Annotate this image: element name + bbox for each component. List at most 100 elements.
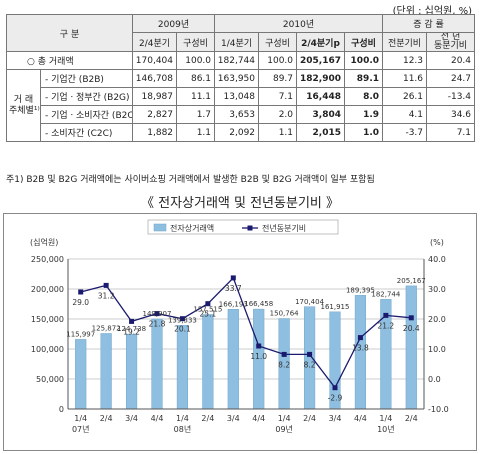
- bar: [176, 325, 189, 410]
- combo-chart: 0 -10.0 50,000 0.0 100,000 10.0 150,000 20.0 200…: [30, 219, 449, 434]
- bar-data-label: 182,744: [371, 290, 400, 298]
- bar: [227, 309, 239, 410]
- group-label-bottom: 주체별¹⁾: [9, 105, 40, 116]
- cell: 7.1: [426, 123, 476, 142]
- cell: 3,653: [214, 105, 260, 124]
- hdr-category: 구 분: [5, 14, 134, 52]
- y-left-axis-label: (십억원): [30, 237, 58, 247]
- summary-table: 구 분 2009년 2010년 증 감 률 2/4분기 구성비 1/4분기 구성…: [5, 14, 476, 142]
- bar-data-label: 161,915: [321, 303, 350, 311]
- footnote: 주1) B2B 및 B2G 거래액에는 사이버쇼핑 거래액에서 발생한 B2B …: [6, 175, 375, 185]
- cell: 11.6: [382, 69, 428, 88]
- line-data-label: 29.0: [72, 298, 89, 307]
- y-right-tick-label: 40.0: [428, 255, 446, 264]
- cell: 2,015: [296, 123, 346, 142]
- cell: 18,987: [132, 87, 178, 106]
- line-point: [332, 385, 338, 391]
- x-tick-label: 2/4: [303, 414, 316, 423]
- line-point: [179, 316, 185, 322]
- cell: 3,804: [296, 105, 346, 124]
- line-point: [281, 351, 287, 357]
- x-tick-label: 2/4: [405, 414, 418, 423]
- line-data-label: 20.4: [403, 324, 420, 333]
- cell: -13.4: [426, 87, 476, 106]
- hdr-2009: 2009년: [132, 14, 216, 33]
- line-point: [408, 315, 414, 321]
- x-year-label: 10년: [377, 424, 395, 434]
- cell: 100.0: [176, 51, 216, 70]
- x-tick-label: 2/4: [100, 414, 113, 423]
- hdr-2010: 2010년: [214, 14, 384, 33]
- line-point: [78, 289, 84, 295]
- bar-data-label: 166,193: [219, 300, 248, 308]
- table-row: - 소비자간 (C2C) 1,882 1.1 2,092 1.1 2,015 1…: [7, 123, 476, 142]
- y-left-tick-label: 250,000: [31, 255, 64, 264]
- bar-data-label: 157,515: [193, 305, 222, 313]
- chart-frame: 0 -10.0 50,000 0.0 100,000 10.0 150,000 20.0 200…: [3, 213, 477, 451]
- bar: [303, 306, 316, 410]
- cell: 7.1: [258, 87, 298, 106]
- cell: 8.0: [344, 87, 384, 106]
- line-data-label: 11.0: [250, 352, 267, 361]
- line-point: [256, 343, 262, 349]
- line-data-label: 8.2: [304, 360, 316, 369]
- line-data-label: 20.1: [174, 325, 191, 334]
- line-point: [357, 335, 363, 341]
- line-data-label: 33.7: [225, 284, 242, 293]
- y-right-tick-label: 10.0: [428, 345, 446, 354]
- line-data-label: 31.2: [98, 291, 115, 300]
- table-row-total: ○ 총 거래액 170,404 100.0 182,744 100.0 205,…: [5, 51, 476, 70]
- cell: 24.7: [426, 69, 476, 88]
- x-tick-label: 1/4: [379, 414, 392, 423]
- line-data-label: 19.2: [123, 327, 140, 336]
- bar-data-label: 125,872: [92, 324, 121, 332]
- line-point: [205, 301, 211, 307]
- cell: 1.7: [176, 105, 216, 124]
- cell: 100.0: [344, 51, 384, 70]
- cell: 163,950: [214, 69, 260, 88]
- bar: [405, 285, 417, 410]
- bar: [100, 333, 112, 410]
- cell: 2,827: [132, 105, 178, 124]
- bar: [125, 333, 138, 410]
- line-point: [230, 275, 236, 281]
- x-tick-label: 4/4: [151, 414, 164, 423]
- legend-label-line: 전년동분기비: [262, 223, 306, 233]
- y-right-tick-label: 20.0: [428, 315, 446, 324]
- y-right-tick-label: -10.0: [428, 405, 449, 414]
- line-point: [129, 318, 135, 324]
- x-tick-label: 4/4: [354, 414, 367, 423]
- cell: 2,092: [214, 123, 260, 142]
- bar-data-label: 150,764: [270, 310, 299, 318]
- x-tick-label: 1/4: [176, 414, 189, 423]
- cell: 86.1: [176, 69, 216, 88]
- cell: 13,048: [214, 87, 260, 106]
- x-year-label: 07년: [72, 424, 90, 434]
- cell: 89.7: [258, 69, 298, 88]
- bar-data-label: 170,404: [295, 298, 324, 306]
- line-point: [383, 312, 389, 318]
- group-label: 거 래 주체별¹⁾: [6, 69, 41, 142]
- hdr-share-2009: 구성비: [176, 32, 216, 52]
- x-tick-label: 3/4: [227, 414, 240, 423]
- line-data-label: 21.8: [149, 320, 166, 329]
- cell: 182,900: [296, 69, 346, 88]
- bar-data-label: 189,395: [346, 286, 375, 294]
- row-label: - 기업ㆍ소비자간 (B2C): [39, 105, 134, 124]
- y-left-tick-label: 0: [59, 405, 64, 414]
- row-label: - 기업ㆍ정부간 (B2G): [39, 87, 134, 106]
- cell: 16,448: [296, 87, 346, 106]
- cell: 12.3: [382, 51, 428, 70]
- bar-data-label: 115,997: [66, 330, 95, 338]
- cell: 4.1: [382, 105, 428, 124]
- unit-label: (단위 : 십억원, %): [392, 6, 472, 17]
- line-data-label: 21.2: [378, 321, 395, 330]
- bar-data-label: 166,458: [244, 300, 273, 308]
- cell: 182,744: [214, 51, 260, 70]
- bar-data-label: 205,167: [397, 277, 426, 285]
- bar-data-label: 149,907: [143, 310, 172, 318]
- legend-swatch-marker: [247, 225, 253, 231]
- x-tick-label: 1/4: [74, 414, 87, 423]
- y-left-tick-label: 100,000: [31, 345, 64, 354]
- y-right-axis-label: (%): [430, 238, 444, 247]
